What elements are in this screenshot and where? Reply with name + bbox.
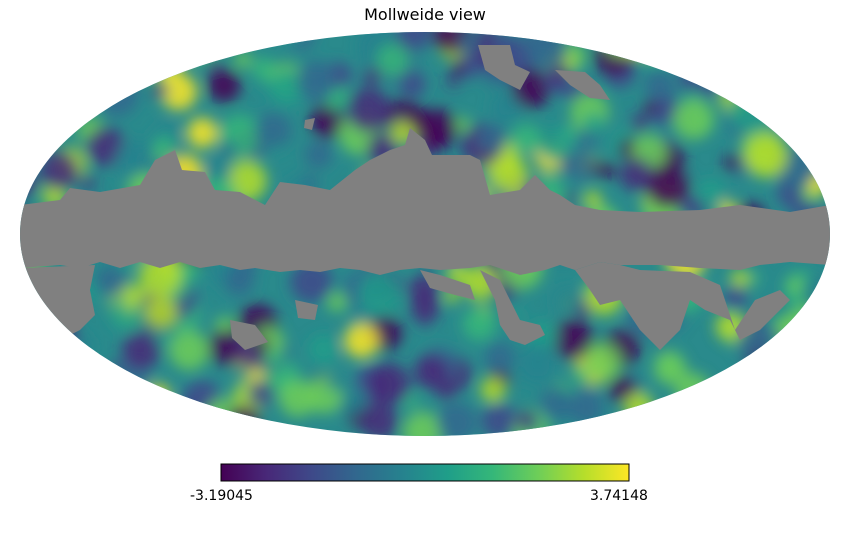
galactic-plane-mask	[20, 45, 830, 350]
colorbar	[220, 463, 630, 482]
colorbar-min-label: -3.19045	[190, 488, 253, 504]
colorbar-max-label: 3.74148	[590, 488, 648, 504]
map-title: Mollweide view	[364, 5, 486, 24]
sky-map-field	[20, 32, 830, 436]
